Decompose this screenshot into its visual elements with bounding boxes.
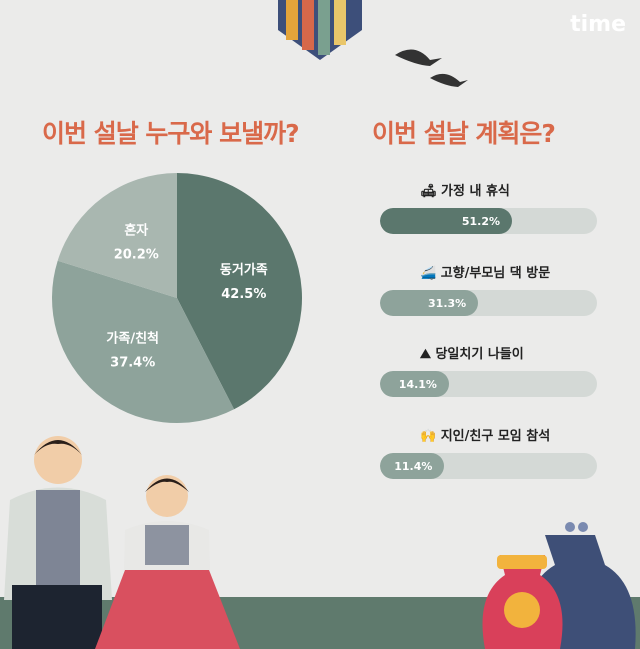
bar-value-label: 14.1% bbox=[398, 377, 437, 391]
pie-slice-value: 42.5% bbox=[221, 287, 266, 302]
bar-track: 31.3% bbox=[380, 290, 597, 316]
bar-fill: 51.2% bbox=[380, 208, 513, 234]
friends-cheering-icon: 🙌 bbox=[420, 429, 441, 444]
bar-category-label: 🙌 지인/친구 모임 참석 bbox=[420, 425, 590, 444]
pie-slice-value: 20.2% bbox=[114, 248, 159, 263]
bar-category-text: 당일치기 나들이 bbox=[435, 347, 524, 362]
pie-chart: 동거가족 42.5% 가족/친척 37.4% 혼자 20.2% bbox=[51, 173, 303, 424]
pie-slice bbox=[177, 173, 303, 410]
bar-category-text: 가정 내 휴식 bbox=[441, 184, 510, 199]
pie-slice-value: 37.4% bbox=[110, 356, 155, 371]
magpie-birds-icon bbox=[395, 49, 468, 87]
pie-slice bbox=[51, 260, 235, 424]
bar-category-text: 지인/친구 모임 참석 bbox=[440, 429, 551, 444]
bar-fill: 11.4% bbox=[380, 453, 445, 479]
bar-title: 이번 설날 계획은? bbox=[372, 119, 556, 148]
pie-slice-label: 혼자 bbox=[124, 223, 148, 239]
bar-track: 11.4% bbox=[380, 453, 597, 479]
mountain-trees-icon: ⛰ bbox=[420, 347, 436, 362]
bar-category-label: ⛰ 당일치기 나들이 bbox=[420, 343, 590, 362]
bar-category-text: 고향/부모님 댁 방문 bbox=[440, 266, 551, 281]
armchair-lamp-icon: 🛋 bbox=[420, 184, 442, 199]
bar-value-label: 31.3% bbox=[428, 296, 467, 310]
pie-title: 이번 설날 누구와 보낼까? bbox=[42, 119, 300, 148]
bar-track: 14.1% bbox=[380, 371, 597, 397]
bar-category-label: 🛋 가정 내 휴식 bbox=[420, 180, 590, 199]
train-icon: 🚄 bbox=[420, 266, 441, 281]
bar-track: 51.2% bbox=[380, 208, 597, 234]
pie-slice-label: 동거가족 bbox=[220, 263, 268, 278]
bar-value-label: 51.2% bbox=[461, 214, 501, 228]
pie-slice-label: 가족/친척 bbox=[106, 331, 159, 347]
time-logo: time bbox=[570, 12, 626, 37]
bar-fill: 31.3% bbox=[380, 290, 479, 316]
bar-value-label: 11.4% bbox=[394, 459, 433, 473]
hanbok-couple-illustration bbox=[4, 436, 240, 649]
bar-fill: 14.1% bbox=[380, 371, 449, 397]
bar-category-label: 🚄 고향/부모님 댁 방문 bbox=[420, 262, 590, 281]
pie-slice bbox=[57, 173, 178, 298]
banner-decoration-icon bbox=[278, 0, 362, 60]
lucky-pouches-illustration bbox=[482, 522, 636, 649]
